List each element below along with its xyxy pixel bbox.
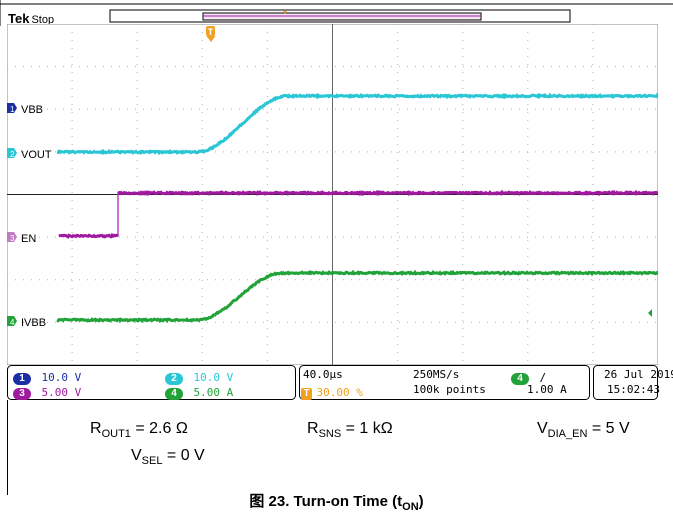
ch3-scale: 3 5.00 V — [13, 383, 81, 401]
trigger-marker-label: T — [208, 27, 214, 37]
svg-text:4: 4 — [10, 318, 15, 327]
trigger-position: T 30.00 % — [301, 383, 363, 401]
test-conditions: ROUT1 = 2.6 Ω RSNS = 1 kΩ VDIA_EN = 5 V … — [0, 410, 673, 480]
ch4-badge: 4 — [165, 388, 183, 400]
status-bar: 1 10.0 V 3 5.00 V 2 10.0 V 4 5.00 A 40.0… — [7, 365, 658, 400]
ch4-scale-value: 5.00 A — [193, 386, 233, 399]
ch2-label: VOUT — [21, 149, 52, 161]
waveform-svg: T 1 VBB 2 VOUT 3 EN 4 IVBB — [7, 24, 658, 365]
svg-text:1: 1 — [10, 105, 15, 114]
record-length: 100k points — [413, 383, 486, 396]
param-vsel: VSEL = 0 V — [131, 447, 205, 467]
timebase: 40.0µs — [303, 368, 343, 381]
record-overview — [0, 0, 673, 26]
svg-text:3: 3 — [10, 234, 15, 243]
ch3-label: EN — [21, 233, 36, 245]
ch4-label: IVBB — [21, 317, 46, 329]
scope-top-bar: Tek Stop — [0, 0, 673, 26]
time: 15:02:43 — [607, 383, 660, 396]
figure-caption: 图 23. Turn-on Time (tON) — [0, 490, 673, 513]
trigger-position-icon: T — [301, 388, 312, 400]
trigger-level: 1.00 A — [527, 383, 567, 396]
en-trace-low — [59, 235, 118, 237]
date: 26 Jul 2019 — [604, 368, 673, 381]
ch1-label: VBB — [21, 104, 43, 116]
param-rsns: RSNS = 1 kΩ — [307, 420, 393, 440]
ch3-badge: 3 — [13, 388, 31, 400]
param-vdia-en: VDIA_EN = 5 V — [537, 420, 630, 440]
en-trace-high — [118, 192, 658, 194]
ch4-scale: 4 5.00 A — [165, 383, 233, 401]
sample-rate: 250MS/s — [413, 368, 459, 381]
waveform-display: T 1 VBB 2 VOUT 3 EN 4 IVBB — [7, 24, 658, 365]
svg-text:2: 2 — [10, 150, 15, 159]
param-rout: ROUT1 = 2.6 Ω — [90, 420, 188, 440]
trigger-position-value: 30.00 % — [316, 386, 362, 399]
ch3-scale-value: 5.00 V — [41, 386, 81, 399]
